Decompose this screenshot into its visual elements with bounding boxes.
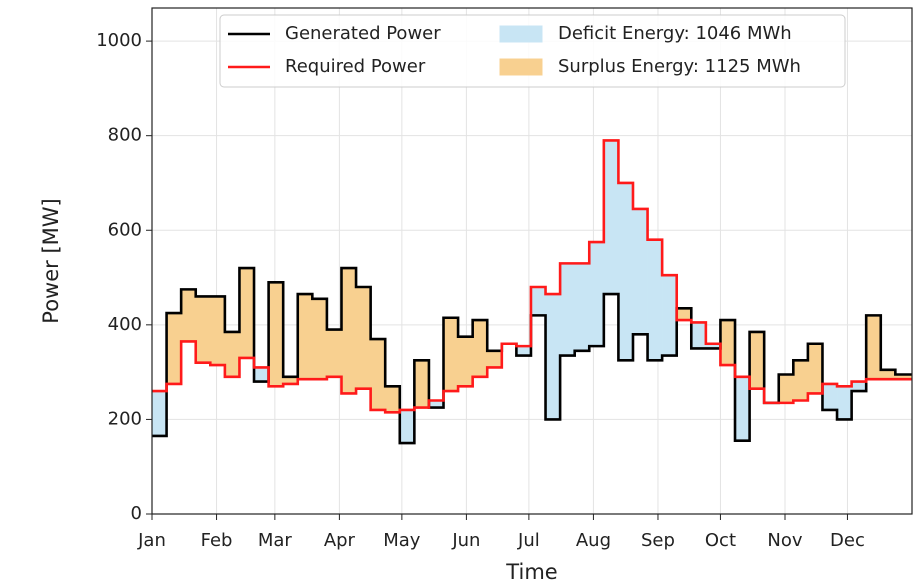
surplus-area (793, 360, 809, 401)
surplus-area (720, 319, 736, 366)
surplus-area (224, 331, 240, 378)
y-tick-label: 600 (108, 219, 142, 240)
deficit-area (574, 263, 590, 352)
legend-patch (499, 25, 543, 43)
legend-label: Required Power (285, 56, 426, 77)
x-axis-label: Time (505, 560, 557, 584)
deficit-area (632, 208, 648, 335)
deficit-area (559, 263, 575, 356)
legend-box (219, 14, 846, 88)
plot-frame (151, 7, 913, 515)
deficit-area (253, 367, 269, 382)
deficit-area (151, 390, 167, 437)
deficit-area (589, 241, 605, 347)
surplus-area (443, 317, 459, 392)
surplus-area (865, 315, 882, 380)
deficit-area (603, 140, 619, 295)
x-tick-label: Aug (576, 530, 611, 551)
x-tick-label: Nov (767, 530, 802, 551)
surplus-area (457, 336, 473, 387)
surplus-area (749, 331, 765, 389)
x-tick-label: Oct (705, 530, 736, 551)
deficit-area (734, 376, 750, 441)
deficit-area (836, 386, 852, 420)
surplus-area (676, 308, 692, 321)
deficit-area (691, 322, 707, 349)
surplus-area (195, 296, 211, 363)
x-tick-label: Jun (451, 530, 480, 551)
surplus-area (268, 282, 284, 387)
x-tick-label: Feb (201, 530, 233, 551)
surplus-area (166, 312, 182, 385)
deficit-area (822, 383, 838, 411)
surplus-area (414, 360, 430, 408)
deficit-area (661, 274, 677, 356)
surplus-area (312, 298, 328, 380)
x-tick-label: May (383, 530, 421, 551)
x-tick-label: Sep (641, 530, 675, 551)
deficit-area (647, 239, 663, 361)
x-tick-label: Dec (830, 530, 865, 551)
deficit-area (399, 409, 415, 444)
surplus-area (297, 293, 313, 380)
deficit-area (618, 182, 634, 361)
x-tick-label: Apr (324, 530, 356, 551)
y-tick-label: 1000 (96, 30, 142, 51)
x-tick-label: Jul (517, 530, 540, 551)
surplus-area (239, 267, 255, 359)
legend-patch (499, 58, 543, 76)
surplus-area (355, 286, 371, 389)
x-tick-label: Jan (137, 530, 166, 551)
surplus-area (384, 386, 401, 413)
y-tick-label: 200 (108, 408, 142, 429)
y-tick-label: 0 (131, 503, 142, 524)
surplus-area (180, 289, 196, 342)
surplus-area (341, 267, 357, 394)
legend-label: Surplus Energy: 1125 MWh (558, 56, 801, 77)
surplus-area (486, 350, 503, 368)
legend-label: Deficit Energy: 1046 MWh (558, 23, 792, 44)
surplus-area (210, 296, 226, 366)
step-line (152, 139, 912, 414)
surplus-area (370, 338, 386, 411)
surplus-area (778, 374, 794, 404)
y-tick-label: 800 (108, 125, 142, 146)
deficit-area (545, 293, 561, 420)
surplus-area (326, 329, 342, 378)
legend-label: Generated Power (285, 23, 441, 44)
x-tick-label: Mar (258, 530, 293, 551)
deficit-area (530, 286, 546, 316)
surplus-area (880, 369, 896, 380)
y-axis-label: Power [MW] (39, 198, 63, 323)
surplus-area (472, 319, 488, 378)
y-tick-label: 400 (108, 314, 142, 335)
deficit-area (516, 345, 532, 356)
surplus-area (807, 343, 823, 394)
deficit-area (851, 381, 867, 392)
